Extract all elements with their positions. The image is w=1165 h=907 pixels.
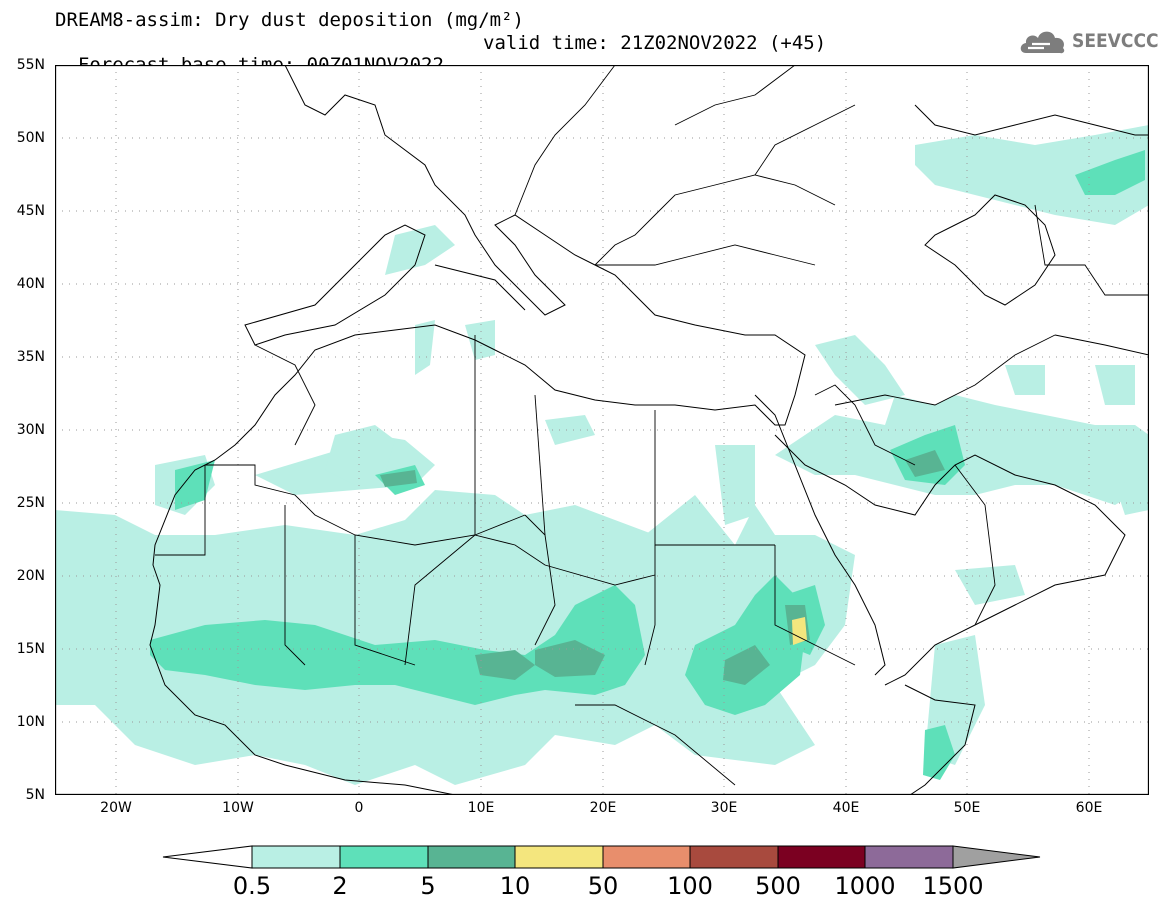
lat-tick-label: 55N (16, 57, 45, 73)
logo-text: SEEVCCC (1072, 30, 1159, 52)
lon-tick-label: 10W (222, 800, 254, 816)
seevccc-logo: SEEVCCC (1018, 26, 1165, 56)
colorbar-label: 10 (499, 872, 531, 900)
lon-tick-label: 60E (1075, 800, 1103, 816)
lon-tick-label: 20W (100, 800, 132, 816)
graticule (55, 65, 1149, 795)
colorbar-label: 1000 (834, 872, 896, 900)
lat-tick-label: 5N (25, 787, 45, 803)
colorbar-label: 50 (587, 872, 619, 900)
colorbar-high-arrow (952, 845, 1041, 869)
lon-tick-label: 0 (354, 800, 364, 816)
lon-tick-label: 20E (589, 800, 617, 816)
lat-tick-label: 45N (16, 203, 45, 219)
colorbar-label: 100 (667, 872, 713, 900)
lat-tick-label: 30N (16, 422, 45, 438)
map-title: DREAM8-assim: Dry dust deposition (mg/m²… (55, 9, 524, 31)
colorbar-label: 500 (755, 872, 801, 900)
colorbar-label: 0.5 (232, 872, 272, 900)
lat-tick-label: 50N (16, 130, 45, 146)
colorbar-low-arrow (162, 845, 253, 869)
colorbar (162, 845, 1041, 869)
colorbar-label: 1500 (922, 872, 984, 900)
lat-tick-label: 25N (16, 495, 45, 511)
valid-time-label: valid time: 21Z02NOV2022 (+45) (483, 32, 827, 54)
colorbar-bin (864, 845, 954, 869)
lat-tick-label: 20N (16, 568, 45, 584)
colorbar-bin (251, 845, 341, 869)
lat-tick-label: 15N (16, 641, 45, 657)
lat-tick-label: 35N (16, 349, 45, 365)
cloud-logo-icon (1020, 31, 1065, 54)
lat-tick-label: 10N (16, 714, 45, 730)
country-borders (155, 65, 1149, 786)
colorbar-bin (427, 845, 516, 869)
lon-tick-label: 10E (467, 800, 495, 816)
lon-tick-label: 40E (832, 800, 860, 816)
colorbar-bin (689, 845, 779, 869)
dust-level-4 (792, 617, 807, 645)
dust-deposition-map (55, 65, 1149, 795)
colorbar-label: 2 (332, 872, 348, 900)
lat-tick-label: 40N (16, 276, 45, 292)
lon-tick-label: 50E (953, 800, 981, 816)
colorbar-bin (602, 845, 691, 869)
lon-tick-label: 30E (710, 800, 738, 816)
colorbar-bin (777, 845, 866, 869)
colorbar-label: 5 (420, 872, 436, 900)
colorbar-bin (339, 845, 429, 869)
colorbar-bin (514, 845, 604, 869)
